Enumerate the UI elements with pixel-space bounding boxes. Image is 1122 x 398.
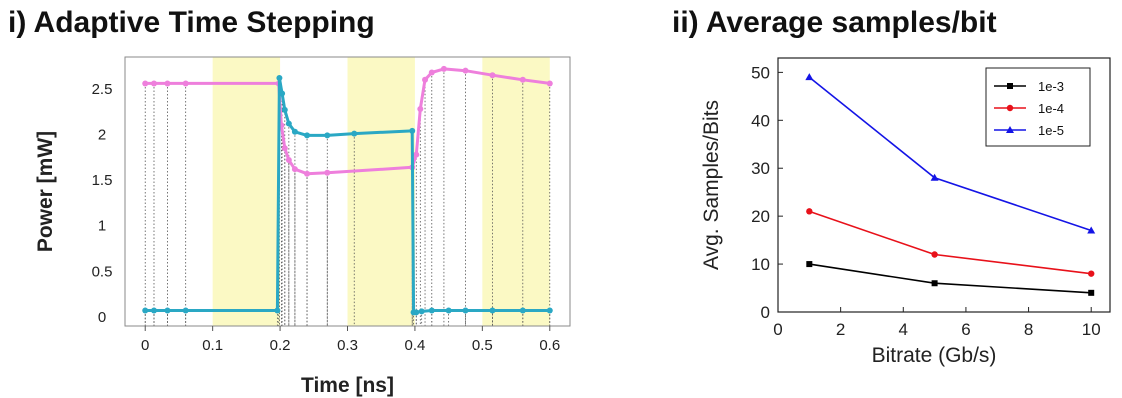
x-tick-label: 0.3: [337, 337, 358, 354]
data-point: [462, 307, 469, 314]
x-tick-label: 0.2: [270, 337, 291, 354]
data-point: [418, 308, 425, 315]
data-point: [150, 307, 157, 314]
y-tick-label: 1: [98, 218, 106, 235]
data-point: [182, 80, 189, 87]
data-point: [428, 69, 435, 76]
data-point: [805, 73, 814, 81]
y-tick-label: 2: [98, 127, 106, 144]
data-point: [489, 72, 496, 79]
data-point: [519, 307, 526, 314]
data-point: [291, 166, 298, 173]
y-tick-label: 40: [751, 111, 770, 130]
x-axis-label: Bitrate (Gb/s): [872, 344, 997, 367]
data-point: [274, 307, 281, 314]
data-point: [281, 106, 288, 113]
data-point: [546, 307, 553, 314]
data-point: [1087, 226, 1096, 234]
x-tick-label: 6: [961, 320, 970, 339]
y-tick-label: 1.5: [92, 172, 113, 189]
series-line-1e-4: [809, 210, 1092, 275]
shaded-region-1: [347, 57, 415, 326]
plot-frame: [777, 57, 1111, 313]
legend-label: 1e-4: [1038, 101, 1064, 116]
data-point: [324, 169, 331, 176]
x-tick-label: 0.4: [404, 337, 425, 354]
data-point: [324, 132, 331, 139]
x-tick-label: 4: [899, 320, 908, 339]
data-point: [428, 307, 435, 314]
data-point: [409, 127, 416, 134]
legend-box: [985, 67, 1091, 147]
y-tick-label: 50: [751, 63, 770, 82]
x-tick-label: 0.5: [472, 337, 493, 354]
x-tick-label: 8: [1024, 320, 1033, 339]
y-tick-label: 0: [761, 303, 770, 322]
data-point: [462, 67, 469, 74]
x-tick-label: 0: [773, 320, 782, 339]
right-chart-title: ii) Average samples/bit: [672, 6, 997, 39]
x-tick-label: 0: [141, 337, 149, 354]
data-point: [1006, 126, 1014, 133]
data-point: [291, 128, 298, 135]
data-point: [413, 309, 420, 316]
data-point: [519, 76, 526, 83]
y-tick-label: 10: [751, 255, 770, 274]
data-point: [142, 307, 149, 314]
data-point: [1007, 83, 1013, 89]
data-point: [1088, 270, 1095, 277]
legend-label: 1e-3: [1038, 79, 1064, 94]
data-point: [546, 80, 553, 87]
data-point: [276, 74, 283, 81]
data-point: [304, 132, 311, 139]
data-point: [279, 90, 286, 97]
data-point: [931, 280, 938, 287]
shaded-region-0: [212, 57, 281, 326]
data-point: [806, 261, 813, 268]
data-point: [164, 80, 171, 87]
data-point: [440, 65, 447, 72]
data-point: [930, 173, 939, 181]
y-tick-label: 30: [751, 159, 770, 178]
y-tick-label: 0: [98, 309, 106, 326]
data-point: [413, 151, 420, 158]
y-tick-label: 2.5: [92, 81, 113, 98]
legend-label: 1e-5: [1038, 123, 1064, 138]
y-tick-label: 20: [751, 207, 770, 226]
y-axis-label: Avg. Samples/Bits: [700, 100, 723, 270]
data-point: [142, 80, 149, 87]
data-point: [422, 76, 429, 83]
data-point: [164, 307, 171, 314]
left-chart-title: i) Adaptive Time Stepping: [8, 6, 375, 39]
data-point: [351, 130, 358, 137]
y-tick-label: 0.5: [92, 263, 113, 280]
data-point: [285, 157, 292, 164]
data-point: [285, 120, 292, 127]
data-point: [1088, 289, 1095, 296]
data-point: [150, 80, 157, 87]
x-tick-label: 0.6: [539, 337, 560, 354]
x-tick-label: 0.1: [202, 337, 223, 354]
y-axis-label: Power [mW]: [34, 131, 57, 252]
data-point: [417, 105, 424, 112]
shaded-region-2: [482, 57, 550, 326]
x-tick-label: 2: [836, 320, 845, 339]
data-point: [281, 145, 288, 152]
data-point: [445, 307, 452, 314]
data-point: [304, 170, 311, 177]
x-tick-label: 10: [1082, 320, 1101, 339]
data-point: [182, 307, 189, 314]
data-point: [806, 208, 813, 215]
x-axis-label: Time [ns]: [301, 374, 394, 397]
data-point: [489, 307, 496, 314]
data-point: [931, 251, 938, 258]
data-point: [1006, 104, 1014, 112]
